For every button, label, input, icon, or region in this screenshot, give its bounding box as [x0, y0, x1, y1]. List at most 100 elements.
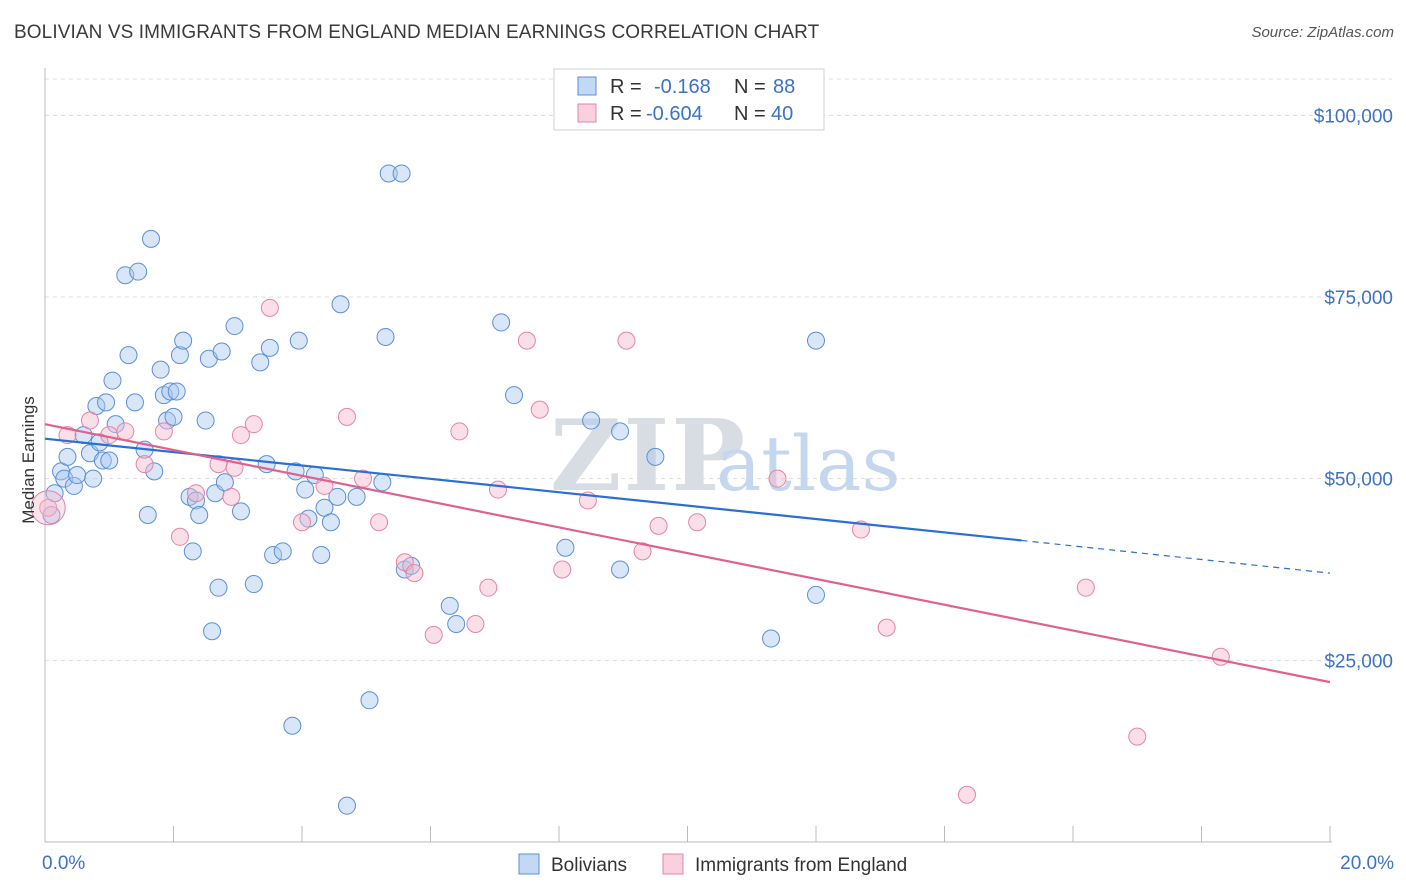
point-bolivian-35: [186, 491, 205, 510]
point-bolivian-79: [611, 422, 630, 441]
point-bolivian-9: [84, 469, 103, 488]
point-bolivian-4: [58, 447, 77, 466]
point-bolivian-13: [97, 393, 116, 412]
point-bolivian-54: [289, 331, 308, 350]
point-bolivian-78: [611, 560, 630, 579]
point-bolivian-68: [379, 164, 398, 183]
trend-line-bolivians: [44, 437, 1022, 542]
point-bolivian-46: [244, 575, 263, 594]
watermark-atlas: atlas: [716, 419, 900, 508]
trend-line-england: [44, 423, 1331, 684]
point-england-23: [450, 422, 469, 441]
point-bolivian-60: [321, 513, 340, 532]
point-england-5: [135, 455, 154, 474]
point-bolivian-45: [231, 502, 250, 521]
axes: [44, 68, 1332, 843]
point-england-34: [688, 513, 707, 532]
legend-box: R = -0.168 N = 88 R = -0.604 N = 40: [553, 68, 825, 131]
point-bolivian-11: [90, 433, 109, 452]
point-england-35: [768, 469, 787, 488]
chart-title: BOLIVIAN VS IMMIGRANTS FROM ENGLAND MEDI…: [14, 22, 820, 43]
point-bolivian-81: [762, 629, 781, 648]
legend-n-label-2: N =: [734, 103, 766, 125]
point-bolivian-63: [337, 796, 356, 815]
x-tick-label-0: 0.0%: [42, 853, 85, 874]
point-bolivian-73: [447, 615, 466, 633]
point-england-28: [530, 400, 549, 419]
bottom-legend: Bolivians Immigrants from England: [518, 853, 907, 876]
point-england-0: [39, 498, 58, 517]
legend-n-value-2: 40: [771, 103, 793, 125]
point-bolivian-52: [283, 716, 302, 735]
point-england-7: [170, 527, 189, 546]
x-tick-labels: 0.0% 20.0%: [42, 853, 1394, 874]
point-bolivian-34: [183, 542, 202, 561]
point-bolivian-24: [145, 462, 164, 481]
point-bolivian-18: [119, 346, 138, 365]
point-bolivian-83: [807, 331, 825, 350]
point-bolivian-32: [174, 331, 193, 350]
legend-r-label-2: R =: [610, 103, 642, 125]
legend-swatch-bolivians: [577, 76, 597, 96]
point-bolivian-66: [373, 473, 392, 492]
point-bolivian-16: [106, 415, 125, 434]
point-england-21: [405, 564, 424, 583]
point-bolivian-64: [347, 487, 366, 506]
point-england-41: [1211, 647, 1230, 666]
point-england-26: [488, 480, 507, 499]
point-bolivian-15: [103, 371, 122, 390]
legend-swatch-england: [577, 103, 597, 123]
point-bolivian-80: [646, 447, 665, 466]
point-bolivian-62: [331, 295, 350, 314]
point-england-6: [154, 422, 173, 441]
point-bolivian-14: [100, 451, 119, 470]
point-bolivian-76: [556, 538, 575, 557]
point-bolivian-23: [142, 229, 161, 248]
bottom-legend-label-bolivians: Bolivians: [551, 855, 627, 876]
trend-lines: [44, 423, 1331, 684]
point-bolivian-72: [440, 596, 459, 615]
legend-n-label-1: N =: [734, 76, 766, 98]
point-england-36: [851, 520, 870, 539]
point-england-2: [80, 411, 99, 430]
point-england-25: [479, 578, 498, 597]
point-england-33: [649, 516, 668, 535]
point-bolivian-30: [167, 382, 186, 401]
trend-line-bolivians-extension: [1021, 539, 1331, 574]
point-england-14: [260, 298, 279, 317]
point-england-37: [877, 618, 896, 637]
point-bolivian-28: [161, 382, 180, 401]
x-tick-label-1: 20.0%: [1340, 853, 1394, 874]
point-england-24: [466, 615, 485, 633]
point-bolivian-74: [492, 313, 511, 332]
point-england-19: [370, 513, 389, 532]
point-england-13: [244, 415, 263, 434]
point-england-29: [553, 560, 572, 579]
bottom-legend-swatch-bolivians: [518, 853, 540, 875]
series-england: [39, 298, 1230, 804]
point-bolivian-77: [582, 411, 601, 430]
point-england-31: [617, 331, 636, 350]
point-england-12: [231, 426, 250, 445]
point-england-40: [1128, 727, 1147, 746]
point-england-32: [633, 542, 652, 561]
point-england-10: [222, 487, 241, 506]
y-tick-labels: $25,000 $50,000 $75,000 $100,000: [1314, 106, 1393, 672]
point-bolivian-6: [68, 466, 87, 485]
point-bolivian-39: [203, 622, 222, 641]
point-bolivian-36: [190, 506, 209, 524]
legend-r-label-1: R =: [610, 76, 642, 98]
point-england-large: [30, 490, 66, 526]
point-bolivian-42: [212, 342, 231, 361]
point-england-17: [337, 407, 356, 426]
point-bolivian-41: [209, 578, 228, 597]
data-points: [30, 164, 1230, 815]
point-bolivian-55: [296, 480, 315, 499]
point-england-1: [58, 426, 77, 445]
point-bolivian-49: [260, 338, 279, 357]
legend-r-value-1: -0.168: [654, 76, 711, 98]
point-bolivian-58: [312, 545, 331, 564]
point-england-15: [293, 513, 311, 532]
point-bolivian-51: [273, 542, 292, 561]
